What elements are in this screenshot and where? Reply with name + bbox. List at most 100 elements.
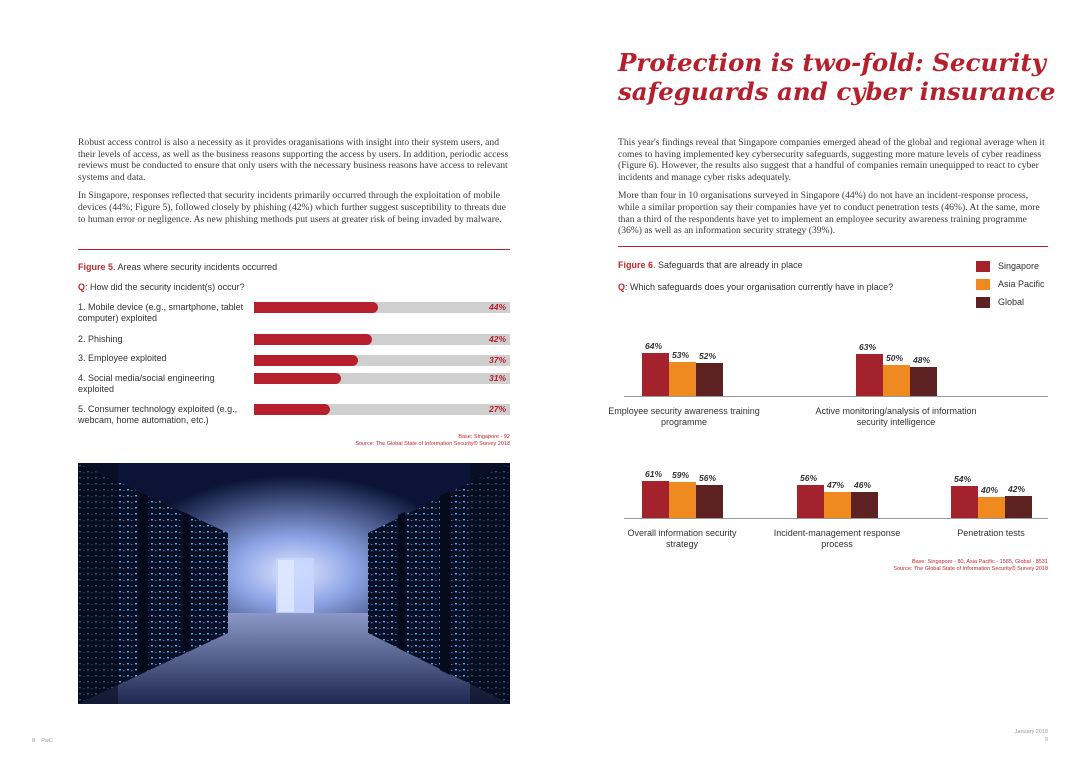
f5-track: 44% xyxy=(254,302,510,313)
f6-value-label: 47% xyxy=(827,479,845,490)
f6-baseline-top xyxy=(624,396,1048,397)
figure-6-q-label: Q xyxy=(618,282,626,292)
page-title: Protection is two-fold: Security safegua… xyxy=(618,48,1058,106)
left-paragraph-1: Robust access control is also a necessit… xyxy=(78,137,509,183)
f5-value-label: 42% xyxy=(488,334,506,344)
f6-value-label: 54% xyxy=(954,474,972,485)
f6-value-label: 59% xyxy=(672,470,690,481)
f6-group: 56% 47% 46% xyxy=(797,462,878,518)
right-paragraph-1: This year's findings reveal that Singapo… xyxy=(618,137,1045,183)
legend-label: Singapore xyxy=(998,261,1040,271)
f6-category-label: Active monitoring/analysis of informatio… xyxy=(815,406,977,427)
f5-track: 42% xyxy=(254,334,510,345)
f6-value-label: 56% xyxy=(699,472,717,483)
legend-swatch-global xyxy=(976,297,990,308)
figure-5-q-label: Q xyxy=(78,282,86,292)
f6-bar-global xyxy=(851,492,878,518)
legend-label: Global xyxy=(998,297,1025,307)
f6-value-label: 50% xyxy=(886,353,904,363)
f5-row: 4. Social media/social engineering explo… xyxy=(78,373,518,399)
figure-6-title: Figure 6. Safeguards that are already in… xyxy=(618,260,803,270)
figure-6-question-text: : Which safeguards does your organisatio… xyxy=(625,282,894,292)
f5-track: 31% xyxy=(254,373,510,384)
f6-bar-asia-pacific xyxy=(669,482,696,518)
f6-value-label: 42% xyxy=(1008,483,1026,494)
left-body-text: Robust access control is also a necessit… xyxy=(78,137,510,232)
f5-value-label: 44% xyxy=(488,302,506,312)
right-divider xyxy=(618,246,1048,247)
page-title-line-1: Protection is two-fold: Security xyxy=(618,48,1047,77)
f6-category-label: Employee security awareness training pro… xyxy=(608,406,760,427)
page-number-right: 9 xyxy=(1044,737,1048,743)
legend-swatch-asia-pacific xyxy=(976,279,990,290)
figure-5-base: Base: Singapore - 92 Source: The Global … xyxy=(250,434,510,448)
legend-swatch-singapore xyxy=(976,261,990,272)
f5-category-label: 5. Consumer technology exploited (e.g., … xyxy=(78,404,238,425)
f5-track: 27% xyxy=(254,404,510,415)
f6-bar-singapore xyxy=(642,480,669,518)
f6-group: 61% 59% 56% xyxy=(642,462,723,518)
f6-value-label: 53% xyxy=(672,350,690,361)
f5-bar xyxy=(254,404,331,415)
f5-value-label: 27% xyxy=(488,404,506,414)
right-paragraph-2: More than four in 10 organisations surve… xyxy=(618,190,1040,237)
f6-group: 63% 50% 48% xyxy=(856,336,937,396)
figure-5-title: Figure 5. Areas where security incidents… xyxy=(78,262,277,272)
f5-bar xyxy=(254,302,378,313)
figure-5-source-text: Source: The Global State of Information … xyxy=(355,441,510,447)
f6-bar-asia-pacific xyxy=(978,497,1005,518)
figure-6-base: Base: Singapore - 80, Asia Pacific - 158… xyxy=(748,559,1048,573)
f5-category-label: 1. Mobile device (e.g., smartphone, tabl… xyxy=(78,302,244,323)
f6-value-label: 48% xyxy=(913,354,931,365)
page-title-line-2: safeguards and cyber insurance xyxy=(618,77,1056,106)
figure-5-question: Q: How did the security incident(s) occu… xyxy=(78,282,245,292)
f6-bar-asia-pacific xyxy=(883,365,910,396)
f6-value-label: 61% xyxy=(645,468,663,479)
legend-label: Asia Pacific xyxy=(998,279,1045,289)
f6-value-label: 40% xyxy=(981,485,999,495)
f6-group: 64% 53% 52% xyxy=(642,336,723,396)
left-divider xyxy=(78,249,510,250)
data-center-photo xyxy=(78,463,510,704)
f5-category-label: 3. Employee exploited xyxy=(78,353,167,363)
page-number-left: 8 xyxy=(32,738,36,744)
f6-bar-global xyxy=(910,366,937,396)
f6-value-label: 52% xyxy=(699,351,717,362)
f5-row: 1. Mobile device (e.g., smartphone, tabl… xyxy=(78,302,518,328)
f5-row: 2. Phishing 42% xyxy=(78,334,518,360)
f6-value-label: 64% xyxy=(645,341,663,351)
figure-5-label: Figure 5 xyxy=(78,262,114,272)
f6-group: 54% 40% 42% xyxy=(951,462,1032,518)
f6-bar-singapore xyxy=(951,486,978,518)
left-paragraph-2: In Singapore, responses reflected that s… xyxy=(78,190,506,225)
f5-bar xyxy=(254,373,342,384)
figure-5-question-text: : How did the security incident(s) occur… xyxy=(85,282,245,292)
f5-bar xyxy=(254,355,359,366)
figure-6-source-text: Source: The Global State of Information … xyxy=(893,566,1048,572)
f6-bar-global xyxy=(696,484,723,518)
f6-bar-asia-pacific xyxy=(824,491,851,518)
f6-value-label: 46% xyxy=(854,480,872,491)
figure-5-base-text: Base: Singapore - 92 xyxy=(458,434,510,440)
f5-value-label: 31% xyxy=(488,373,506,383)
figure-5-caption: . Areas where security incidents occurre… xyxy=(113,262,278,272)
f6-category-label: Incident-management response process xyxy=(773,528,901,549)
figure-6-label: Figure 6 xyxy=(618,260,654,270)
figure-6-base-text: Base: Singapore - 80, Asia Pacific - 158… xyxy=(911,559,1048,565)
f5-row: 3. Employee exploited 37% xyxy=(78,353,518,379)
figure-6-question: Q: Which safeguards does your organisati… xyxy=(618,282,893,292)
f6-value-label: 63% xyxy=(859,341,877,352)
f6-category-label: Penetration tests xyxy=(957,528,1025,538)
f5-bar xyxy=(254,334,373,345)
data-center-illustration xyxy=(78,463,510,704)
f6-bar-singapore xyxy=(797,484,824,518)
footer-date: January 2018 xyxy=(1014,729,1048,735)
right-body-text: This year's findings reveal that Singapo… xyxy=(618,137,1048,244)
f5-row: 5. Consumer technology exploited (e.g., … xyxy=(78,404,518,430)
f5-category-label: 2. Phishing xyxy=(78,334,123,344)
f6-bar-asia-pacific xyxy=(669,362,696,396)
figure-6-caption: . Safeguards that are already in place xyxy=(653,260,803,270)
footer-left: 8 PwC xyxy=(32,738,53,744)
f6-bar-global xyxy=(696,363,723,396)
f5-value-label: 37% xyxy=(488,355,506,365)
